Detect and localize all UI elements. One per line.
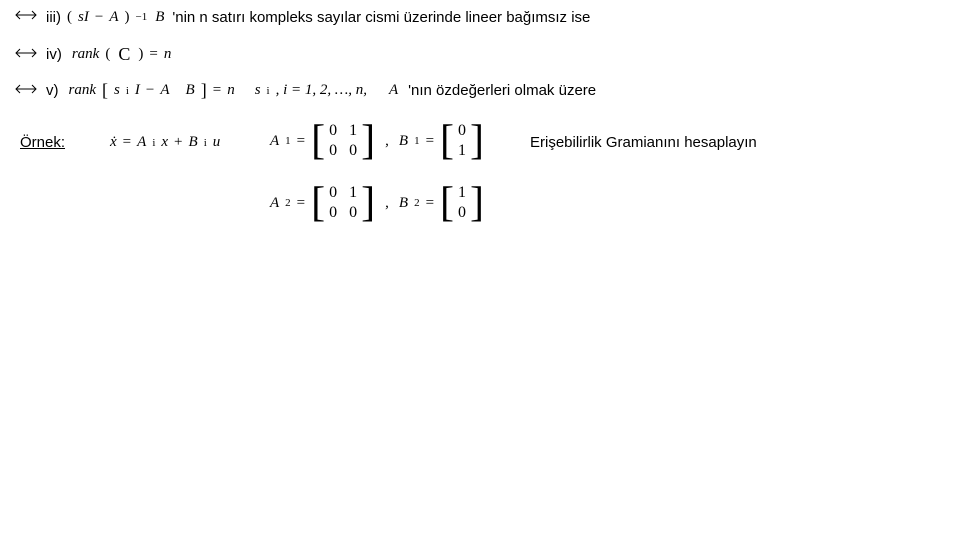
matrices-row-1: A 1 = [ 01 00 ] , B 1 = [ 0 1 ] <box>270 120 484 162</box>
B: B <box>155 9 164 26</box>
lbracket: [ <box>102 80 108 101</box>
u: u <box>213 134 221 151</box>
minus: − <box>146 82 154 99</box>
sI: sI <box>78 9 89 26</box>
rank-text: rank <box>69 82 97 99</box>
eq: = <box>297 195 305 212</box>
eq: = <box>426 133 434 150</box>
Ai: A <box>137 134 146 151</box>
A2: A <box>389 82 398 99</box>
range: , i = 1, 2, …, n, <box>276 82 367 99</box>
item-iv: iv) rank ( C ) = n <box>12 44 171 65</box>
s2: s <box>255 82 261 99</box>
B1-sub: 1 <box>414 135 420 147</box>
Bi: B <box>189 134 198 151</box>
xdot: ẋ <box>110 134 117 151</box>
A: A <box>109 9 118 26</box>
example-label: Örnek: <box>20 134 65 151</box>
paren-open: ( <box>67 9 72 26</box>
matrices-row-2: A 2 = [ 01 00 ] , B 2 = [ 1 0 ] <box>270 182 484 224</box>
B2-label: B <box>399 195 408 212</box>
A1-matrix: [ 01 00 ] <box>311 120 375 162</box>
n: n <box>227 82 235 99</box>
inv-sup: −1 <box>135 11 147 23</box>
task-row: Erişebilirlik Gramianını hesaplayın <box>530 134 757 151</box>
eq: = <box>213 82 221 99</box>
iff-arrow-icon <box>12 82 40 100</box>
item-v: v) rank [ s i I − A B ] = n s i , i = 1,… <box>12 80 596 101</box>
i-sub: i <box>204 137 207 149</box>
B2-matrix: [ 1 0 ] <box>440 182 484 224</box>
A2-sub: 2 <box>285 197 291 209</box>
eq: = <box>426 195 434 212</box>
state-equation: ẋ = A i x + B i u <box>110 134 220 151</box>
I: I <box>135 82 140 99</box>
plus: + <box>174 134 182 151</box>
paren-close: ) <box>124 9 129 26</box>
i-sub: i <box>152 137 155 149</box>
item-v-tail: 'nın özdeğerleri olmak üzere <box>408 82 596 99</box>
B1-label: B <box>399 133 408 150</box>
item-iii-tail: 'nin n satırı kompleks sayılar cismi üze… <box>172 9 590 26</box>
iff-arrow-icon <box>12 46 40 64</box>
n: n <box>164 46 172 63</box>
paren-open: ( <box>105 46 110 63</box>
task-text: Erişebilirlik Gramianını hesaplayın <box>530 134 757 151</box>
item-iii-label: iii) <box>46 9 61 26</box>
A2-label: A <box>270 195 279 212</box>
B: B <box>186 82 195 99</box>
iff-arrow-icon <box>12 8 40 26</box>
page: iii) ( sI − A ) −1 B 'nin n satırı kompl… <box>0 0 960 540</box>
eq: = <box>297 133 305 150</box>
i-sub2: i <box>267 85 270 97</box>
i-sub: i <box>126 85 129 97</box>
A1-sub: 1 <box>285 135 291 147</box>
s: s <box>114 82 120 99</box>
A: A <box>160 82 169 99</box>
A2-matrix: [ 01 00 ] <box>311 182 375 224</box>
minus: − <box>95 9 103 26</box>
eq: = <box>149 46 157 63</box>
C-letter: C <box>116 44 132 65</box>
rank-text: rank <box>72 46 100 63</box>
A1-label: A <box>270 133 279 150</box>
item-iv-label: iv) <box>46 46 62 63</box>
example-label-row: Örnek: <box>20 134 65 151</box>
item-iii: iii) ( sI − A ) −1 B 'nin n satırı kompl… <box>12 8 590 26</box>
item-v-label: v) <box>46 82 59 99</box>
x: x <box>161 134 168 151</box>
eq: = <box>123 134 131 151</box>
B2-sub: 2 <box>414 197 420 209</box>
B1-matrix: [ 0 1 ] <box>440 120 484 162</box>
rbracket: ] <box>201 80 207 101</box>
paren-close: ) <box>138 46 143 63</box>
